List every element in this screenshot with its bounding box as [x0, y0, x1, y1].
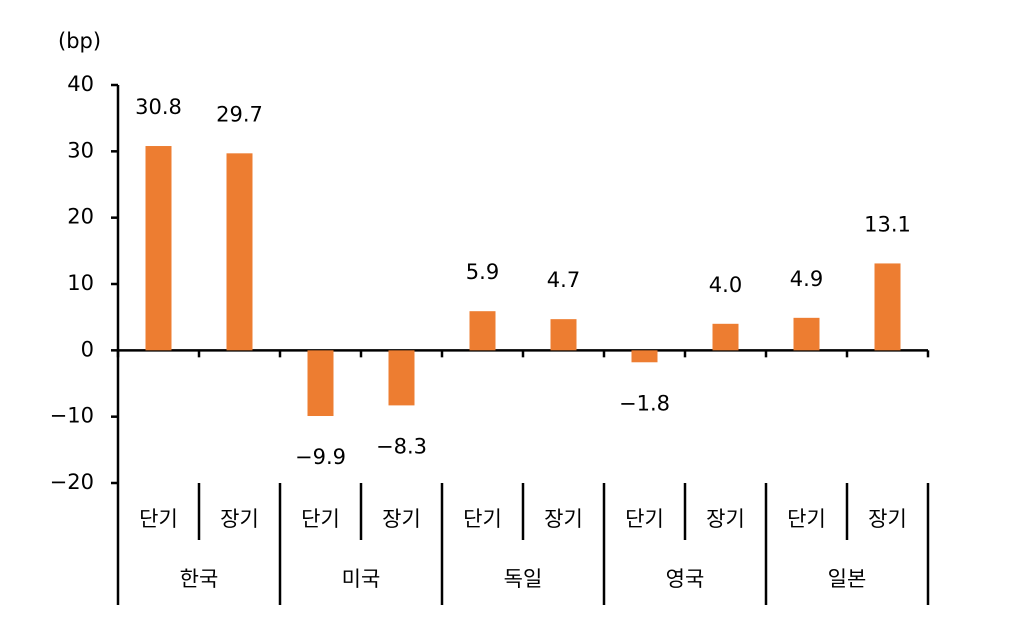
value-label: 4.7: [547, 268, 580, 292]
bar: [145, 146, 172, 351]
x-tick-label: 장기: [868, 507, 907, 531]
bar: [631, 350, 658, 363]
bar: [712, 323, 739, 351]
x-tick-label: 단기: [301, 507, 340, 531]
value-label: −8.3: [376, 434, 427, 458]
bar: [388, 350, 415, 406]
bar: [307, 350, 334, 417]
bar: [550, 319, 577, 351]
y-tick-label: 0: [81, 337, 94, 361]
value-label: 4.0: [709, 273, 742, 297]
y-tick-label: 40: [67, 72, 94, 96]
bar: [469, 311, 496, 351]
value-label: −9.9: [295, 445, 346, 469]
group-label: 한국: [180, 567, 219, 591]
value-label: 13.1: [864, 212, 911, 236]
x-tick-label: 장기: [382, 507, 421, 531]
bar: [874, 263, 901, 351]
x-tick-label: 단기: [463, 507, 502, 531]
x-tick-label: 단기: [625, 507, 664, 531]
y-tick-label: −10: [50, 404, 94, 428]
x-tick-label: 장기: [544, 507, 583, 531]
y-tick-label: 10: [67, 271, 94, 295]
x-tick-label: 단기: [139, 507, 178, 531]
value-label: −1.8: [619, 391, 670, 415]
y-tick-label: 30: [67, 138, 94, 162]
bar: [793, 317, 820, 351]
value-label: 29.7: [216, 102, 263, 126]
x-tick-label: 단기: [787, 507, 826, 531]
y-tick-label: −20: [50, 470, 94, 494]
x-tick-label: 장기: [220, 507, 259, 531]
value-label: 5.9: [466, 260, 499, 284]
group-label: 일본: [828, 567, 867, 591]
group-label: 미국: [342, 567, 381, 591]
y-axis-unit: (bp): [58, 29, 101, 53]
group-label: 영국: [666, 567, 705, 591]
group-label: 독일: [504, 567, 543, 591]
value-label: 4.9: [790, 267, 823, 291]
value-label: 30.8: [135, 95, 182, 119]
bar: [226, 153, 253, 351]
x-tick-label: 장기: [706, 507, 745, 531]
y-tick-label: 20: [67, 205, 94, 229]
